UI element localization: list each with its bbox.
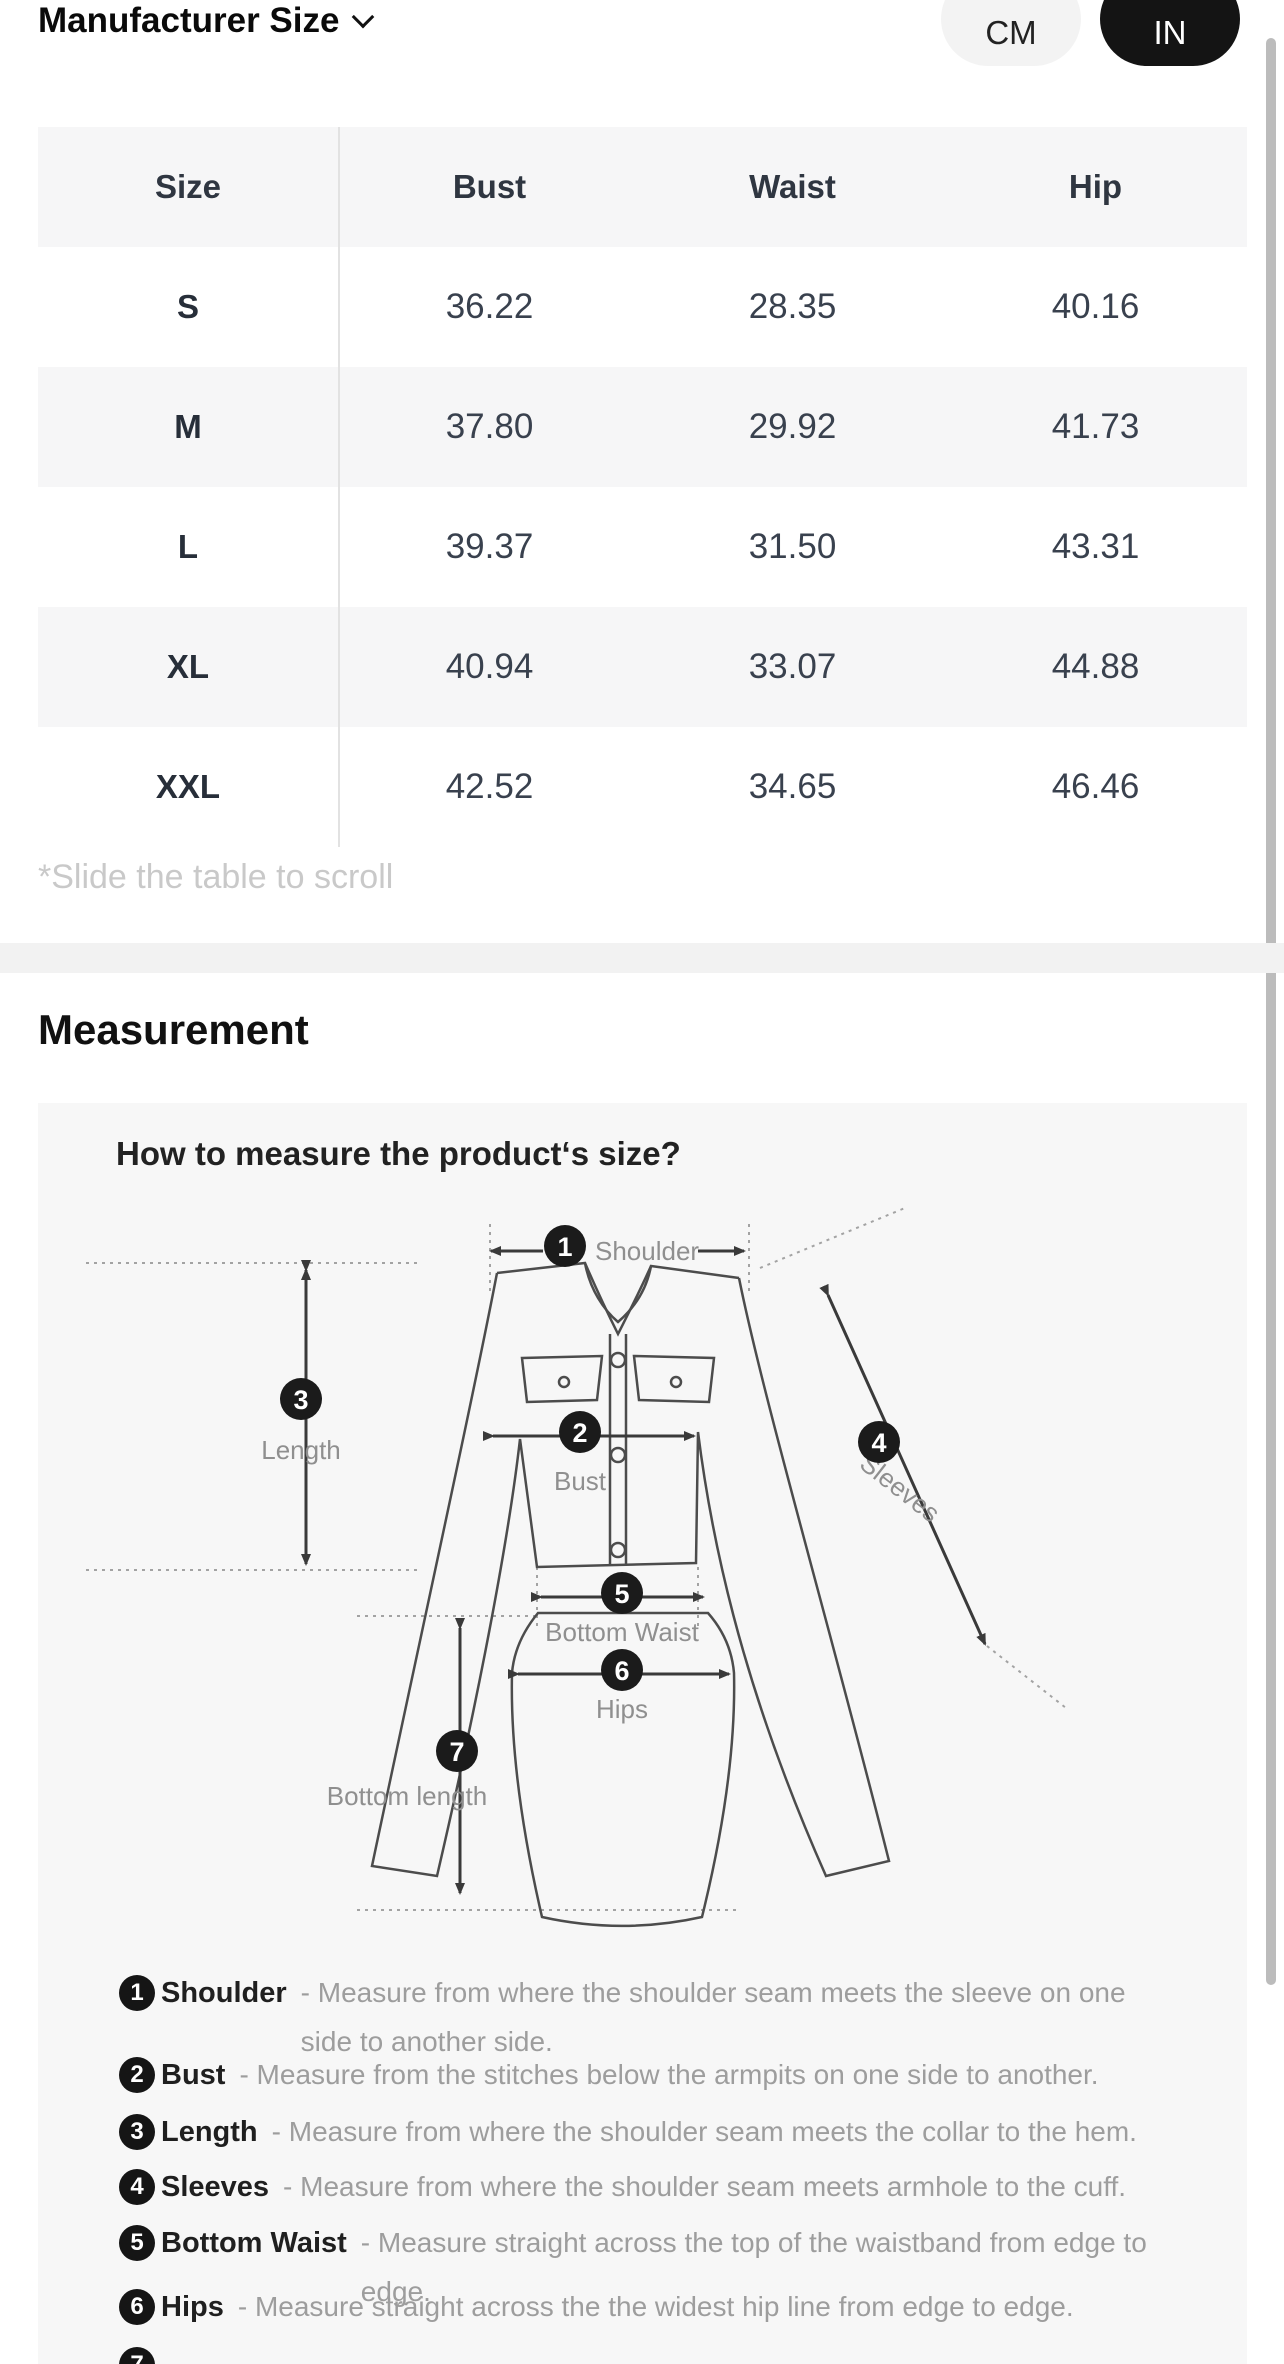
- table-column-divider: [338, 127, 340, 847]
- size-table[interactable]: Size Bust Waist Hip S 36.22 28.35 40.16 …: [38, 127, 1247, 847]
- cell-waist: 34.65: [748, 767, 837, 806]
- diagram-label-bust: Bust: [554, 1466, 607, 1496]
- diagram-label-bottom-length: Bottom length: [327, 1781, 487, 1811]
- manufacturer-size-title[interactable]: Manufacturer Size: [38, 0, 375, 44]
- cell-bust: 40.94: [445, 647, 534, 686]
- table-row: XXL 42.52 34.65 46.46: [38, 727, 1247, 847]
- svg-text:4: 4: [871, 1428, 886, 1458]
- diagram-heading: How to measure the product‘s size?: [116, 1135, 681, 1172]
- diagram-label-length: Length: [261, 1435, 341, 1465]
- svg-text:1: 1: [557, 1232, 572, 1262]
- instruction-item: 6 Hips - Measure straight across the the…: [119, 2289, 1219, 2331]
- unit-cm-label: CM: [985, 14, 1037, 51]
- garment-diagram-illustration: Shoulder Bust Length Sleeves Bottom Wais…: [86, 1207, 1067, 1928]
- instruction-item: 2 Bust - Measure from the stitches below…: [119, 2057, 1219, 2099]
- diagram-label-bottom-waist: Bottom Waist: [545, 1617, 699, 1647]
- svg-text:7: 7: [449, 1737, 464, 1767]
- chevron-down-icon: [352, 5, 375, 29]
- svg-text:6: 6: [614, 1656, 629, 1686]
- svg-text:5: 5: [614, 1579, 629, 1609]
- cell-waist: 28.35: [748, 287, 837, 326]
- instruction-item: 4 Sleeves - Measure from where the shoul…: [119, 2169, 1219, 2211]
- cell-bust: 39.37: [445, 527, 534, 566]
- unit-in-label: IN: [1153, 14, 1187, 51]
- unit-in-button[interactable]: IN: [1100, 0, 1240, 66]
- diagram-label-shoulder: Shoulder: [595, 1236, 699, 1266]
- instruction-label: Length: [161, 2116, 258, 2148]
- section-separator: [0, 943, 1284, 973]
- cell-bust: 37.80: [445, 407, 534, 446]
- diagram-number-badges: 1 2 3 4 5 6 7: [280, 1225, 900, 1772]
- instruction-number-badge: 6: [119, 2289, 155, 2325]
- column-header-bust: Bust: [452, 168, 527, 205]
- instruction-number-badge: 5: [119, 2225, 155, 2261]
- column-header-hip: Hip: [1068, 168, 1123, 205]
- cell-hip: 40.16: [1051, 287, 1140, 326]
- instruction-label: Sleeves: [161, 2171, 270, 2203]
- table-row: L 39.37 31.50 43.31: [38, 487, 1247, 607]
- table-row: XL 40.94 33.07 44.88: [38, 607, 1247, 727]
- instruction-number-badge: 2: [119, 2057, 155, 2093]
- table-row: S 36.22 28.35 40.16: [38, 247, 1247, 367]
- size-table-header-row: Size Bust Waist Hip: [38, 127, 1247, 247]
- instruction-description: - Measure straight across the top of the…: [360, 2227, 1147, 2307]
- svg-text:2: 2: [572, 1418, 587, 1448]
- cell-waist: 31.50: [748, 527, 837, 566]
- cell-hip: 44.88: [1051, 647, 1140, 686]
- instruction-number-badge: 1: [119, 1975, 155, 2011]
- instruction-label: Hips: [161, 2291, 224, 2323]
- size-table-body: S 36.22 28.35 40.16 M 37.80 29.92 41.73 …: [38, 247, 1247, 847]
- instruction-description: - Measure straight across the the widest…: [237, 2291, 1074, 2322]
- diagram-label-hips: Hips: [596, 1694, 648, 1724]
- slide-note: *Slide the table to scroll: [38, 858, 394, 896]
- column-header-waist: Waist: [749, 168, 836, 205]
- cell-bust: 42.52: [445, 767, 534, 806]
- cell-size: XL: [166, 648, 210, 685]
- instruction-item: 7: [119, 2347, 1219, 2364]
- instruction-description: - Measure from the stitches below the ar…: [239, 2059, 1099, 2090]
- instruction-item: 5 Bottom Waist - Measure straight across…: [119, 2225, 1219, 2316]
- instruction-description: - Measure from where the shoulder seam m…: [283, 2171, 1127, 2202]
- instruction-number-badge: 7: [119, 2347, 155, 2364]
- scrollbar-thumb[interactable]: [1266, 38, 1276, 1985]
- instruction-label: Shoulder: [161, 1977, 287, 2009]
- instruction-description: - Measure from where the shoulder seam m…: [271, 2116, 1137, 2147]
- cell-bust: 36.22: [445, 287, 534, 326]
- cell-size: M: [174, 408, 202, 445]
- instruction-number-badge: 4: [119, 2169, 155, 2205]
- instruction-item: 3 Length - Measure from where the should…: [119, 2114, 1219, 2156]
- cell-waist: 33.07: [748, 647, 837, 686]
- cell-size: XXL: [155, 768, 221, 805]
- svg-text:3: 3: [293, 1385, 308, 1415]
- instruction-item: 1 Shoulder - Measure from where the shou…: [119, 1975, 1219, 2066]
- unit-cm-button[interactable]: CM: [941, 0, 1081, 66]
- cell-hip: 46.46: [1051, 767, 1140, 806]
- cell-size: S: [176, 288, 199, 325]
- table-row: M 37.80 29.92 41.73: [38, 367, 1247, 487]
- measurement-diagram: How to measure the product‘s size?: [38, 1103, 1247, 2364]
- instruction-label: Bottom Waist: [161, 2227, 347, 2259]
- cell-hip: 41.73: [1051, 407, 1140, 446]
- column-header-size: Size: [154, 168, 222, 205]
- cell-hip: 43.31: [1051, 527, 1140, 566]
- manufacturer-size-label: Manufacturer Size: [38, 1, 340, 40]
- instruction-label: Bust: [161, 2059, 226, 2091]
- instruction-number-badge: 3: [119, 2114, 155, 2150]
- instruction-description: - Measure from where the shoulder seam m…: [300, 1977, 1126, 2057]
- cell-waist: 29.92: [748, 407, 837, 446]
- cell-size: L: [177, 528, 199, 565]
- measurement-title: Measurement: [38, 1006, 309, 1053]
